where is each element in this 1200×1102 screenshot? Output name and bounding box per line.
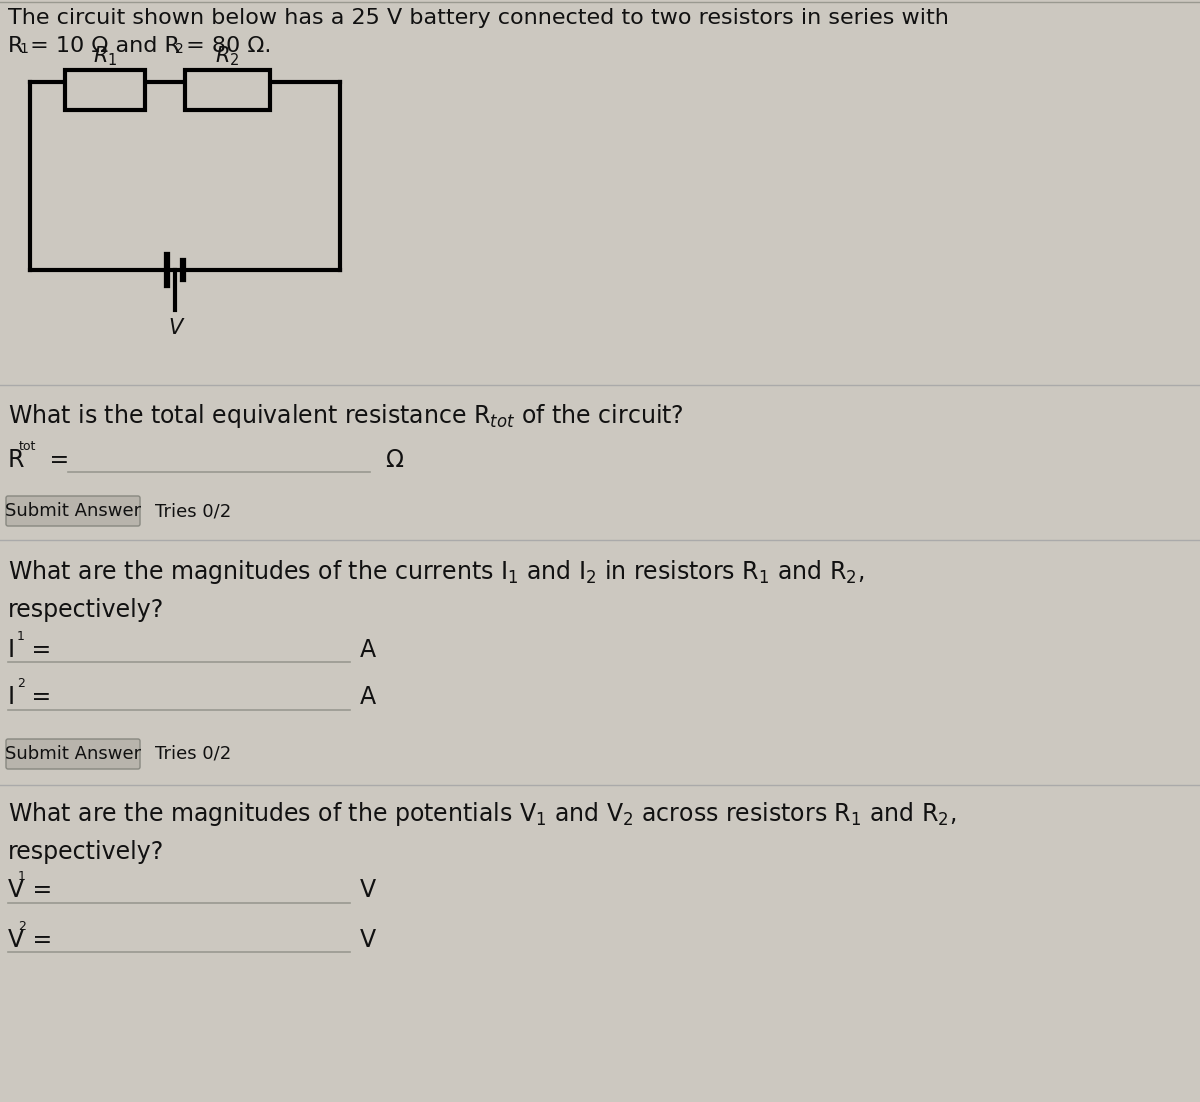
Text: Ω: Ω [385, 449, 403, 472]
Text: The circuit shown below has a 25 V battery connected to two resistors in series : The circuit shown below has a 25 V batte… [8, 8, 949, 28]
Text: Submit Answer: Submit Answer [5, 503, 142, 520]
Text: What are the magnitudes of the potentials V$_1$ and V$_2$ across resistors R$_1$: What are the magnitudes of the potential… [8, 800, 956, 828]
Text: What is the total equivalent resistance R$_{tot}$ of the circuit?: What is the total equivalent resistance … [8, 402, 684, 430]
Text: I: I [8, 638, 16, 662]
Text: V: V [8, 928, 24, 952]
Bar [65, 71, 145, 110]
Text: A: A [360, 638, 376, 662]
Text: =: = [24, 638, 52, 662]
Text: I: I [8, 685, 16, 709]
Text: =: = [42, 449, 70, 472]
Text: $R_1$: $R_1$ [92, 44, 118, 68]
Text: 1: 1 [19, 42, 28, 56]
FancyBboxPatch shape [6, 496, 140, 526]
Text: R: R [8, 36, 23, 56]
Bar [185, 71, 270, 110]
Text: V: V [168, 318, 182, 338]
Text: $R_2$: $R_2$ [215, 44, 239, 68]
Text: 2: 2 [175, 42, 184, 56]
Text: 2: 2 [17, 677, 25, 690]
Text: =: = [25, 878, 53, 903]
Text: Submit Answer: Submit Answer [5, 745, 142, 763]
Text: = 10 Ω and R: = 10 Ω and R [23, 36, 180, 56]
Text: V: V [360, 928, 376, 952]
FancyBboxPatch shape [6, 739, 140, 769]
Text: V: V [360, 878, 376, 903]
Text: R: R [8, 449, 24, 472]
Text: respectively?: respectively? [8, 598, 164, 622]
Text: Tries 0/2: Tries 0/2 [155, 745, 232, 763]
Text: 2: 2 [18, 920, 26, 933]
Text: respectively?: respectively? [8, 840, 164, 864]
Text: 1: 1 [17, 630, 25, 642]
Text: =: = [24, 685, 52, 709]
Text: A: A [360, 685, 376, 709]
Text: What are the magnitudes of the currents I$_1$ and I$_2$ in resistors R$_1$ and R: What are the magnitudes of the currents … [8, 558, 864, 586]
Text: = 80 Ω.: = 80 Ω. [179, 36, 271, 56]
Text: Tries 0/2: Tries 0/2 [155, 503, 232, 520]
Text: V: V [8, 878, 24, 903]
Text: 1: 1 [18, 869, 26, 883]
Text: tot: tot [19, 440, 36, 453]
Text: =: = [25, 928, 53, 952]
